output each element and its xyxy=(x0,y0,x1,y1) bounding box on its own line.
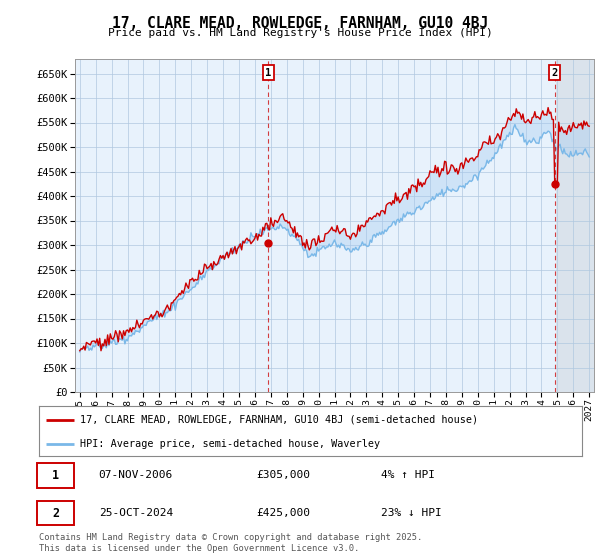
Text: 17, CLARE MEAD, ROWLEDGE, FARNHAM, GU10 4BJ: 17, CLARE MEAD, ROWLEDGE, FARNHAM, GU10 … xyxy=(112,16,488,31)
Text: Price paid vs. HM Land Registry's House Price Index (HPI): Price paid vs. HM Land Registry's House … xyxy=(107,28,493,38)
Text: 25-OCT-2024: 25-OCT-2024 xyxy=(99,508,173,518)
FancyBboxPatch shape xyxy=(37,501,74,525)
Text: 17, CLARE MEAD, ROWLEDGE, FARNHAM, GU10 4BJ (semi-detached house): 17, CLARE MEAD, ROWLEDGE, FARNHAM, GU10 … xyxy=(80,414,478,424)
Bar xyxy=(556,59,594,392)
Text: HPI: Average price, semi-detached house, Waverley: HPI: Average price, semi-detached house,… xyxy=(80,439,380,449)
Text: 2: 2 xyxy=(551,68,557,77)
Text: 23% ↓ HPI: 23% ↓ HPI xyxy=(381,508,442,518)
Text: 4% ↑ HPI: 4% ↑ HPI xyxy=(381,470,435,480)
Text: 1: 1 xyxy=(52,469,59,482)
Text: £425,000: £425,000 xyxy=(256,508,310,518)
Text: 2: 2 xyxy=(52,507,59,520)
Text: 07-NOV-2006: 07-NOV-2006 xyxy=(99,470,173,480)
Text: 1: 1 xyxy=(265,68,272,77)
FancyBboxPatch shape xyxy=(37,463,74,488)
Text: £305,000: £305,000 xyxy=(256,470,310,480)
Text: Contains HM Land Registry data © Crown copyright and database right 2025.
This d: Contains HM Land Registry data © Crown c… xyxy=(39,533,422,553)
